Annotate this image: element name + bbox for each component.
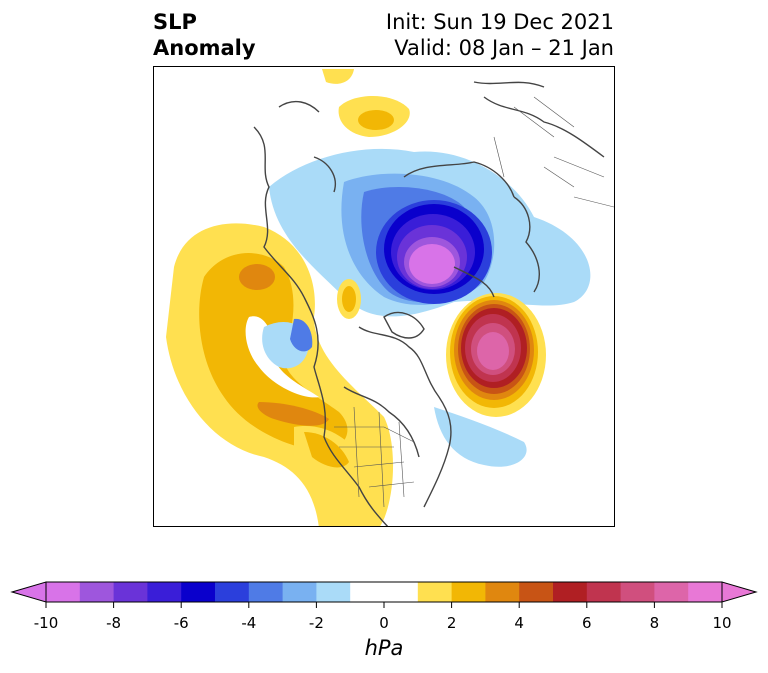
variable-subtitle: Anomaly <box>153 36 256 60</box>
colorbar-tick-label: 2 <box>446 614 457 632</box>
canada-high-blob-core <box>342 286 356 312</box>
colorbar-tick-label: -2 <box>308 614 324 632</box>
borders <box>334 96 614 508</box>
alaska-low-core <box>290 318 313 352</box>
colorbar-cell <box>519 582 554 602</box>
colorbar-cell <box>181 582 216 602</box>
europe-high-core <box>358 110 394 130</box>
colorbar <box>10 581 758 608</box>
north-positive-blob <box>322 69 354 84</box>
colorbar-tick-label: 6 <box>582 614 592 632</box>
variable-name: SLP <box>153 10 197 34</box>
colorbar-ticks <box>45 602 723 608</box>
colorbar-tick-label: -4 <box>241 614 257 632</box>
colorbar-cell <box>248 582 284 602</box>
colorbar-min-arrow <box>10 581 47 603</box>
valid-range: Valid: 08 Jan – 21 Jan <box>394 36 614 60</box>
colorbar-cell <box>79 582 115 602</box>
colorbar-tick-label: -6 <box>173 614 189 632</box>
colorbar-cell <box>147 582 182 602</box>
colorbar-cell <box>485 582 520 602</box>
coastlines <box>253 81 605 526</box>
atlantic-low-anomaly <box>434 407 527 467</box>
colorbar-tick-label: 4 <box>514 614 524 632</box>
colorbar-cells <box>46 582 723 602</box>
arctic-low-peak <box>409 244 455 284</box>
colorbar-cell <box>215 582 250 602</box>
colorbar-cell <box>620 582 655 602</box>
init-date: Init: Sun 19 Dec 2021 <box>385 10 614 34</box>
anomaly-map <box>166 69 614 526</box>
variable-title: SLP Anomaly <box>153 9 256 61</box>
colorbar-cell <box>417 582 453 602</box>
colorbar-tick-label: -10 <box>33 614 59 632</box>
date-info: Init: Sun 19 Dec 2021 Valid: 08 Jan – 21… <box>386 9 614 61</box>
colorbar-max-arrow <box>721 581 758 603</box>
colorbar-cell <box>282 582 317 602</box>
colorbar-unit: hPa <box>364 636 404 660</box>
colorbar-cell <box>553 582 588 602</box>
colorbar-cell <box>654 582 689 602</box>
map-panel <box>153 66 615 527</box>
colorbar-cell <box>350 582 385 602</box>
colorbar-cell <box>586 582 622 602</box>
colorbar-cell <box>113 582 148 602</box>
colorbar-tick-label: -8 <box>106 614 122 632</box>
pacific-orange-band <box>257 402 329 426</box>
colorbar-tick-label: 10 <box>712 614 732 632</box>
colorbar-cell <box>46 582 81 602</box>
colorbar-cell <box>316 582 351 602</box>
atlantic-high-peak <box>477 332 509 370</box>
colorbar-tick-label: 8 <box>649 614 660 632</box>
colorbar-cell <box>688 582 723 602</box>
pacific-high-peak <box>239 264 275 290</box>
colorbar-cell <box>451 582 486 602</box>
colorbar-cell <box>384 582 419 602</box>
na-high-core <box>304 432 349 468</box>
colorbar-tick-label: 0 <box>379 614 389 632</box>
